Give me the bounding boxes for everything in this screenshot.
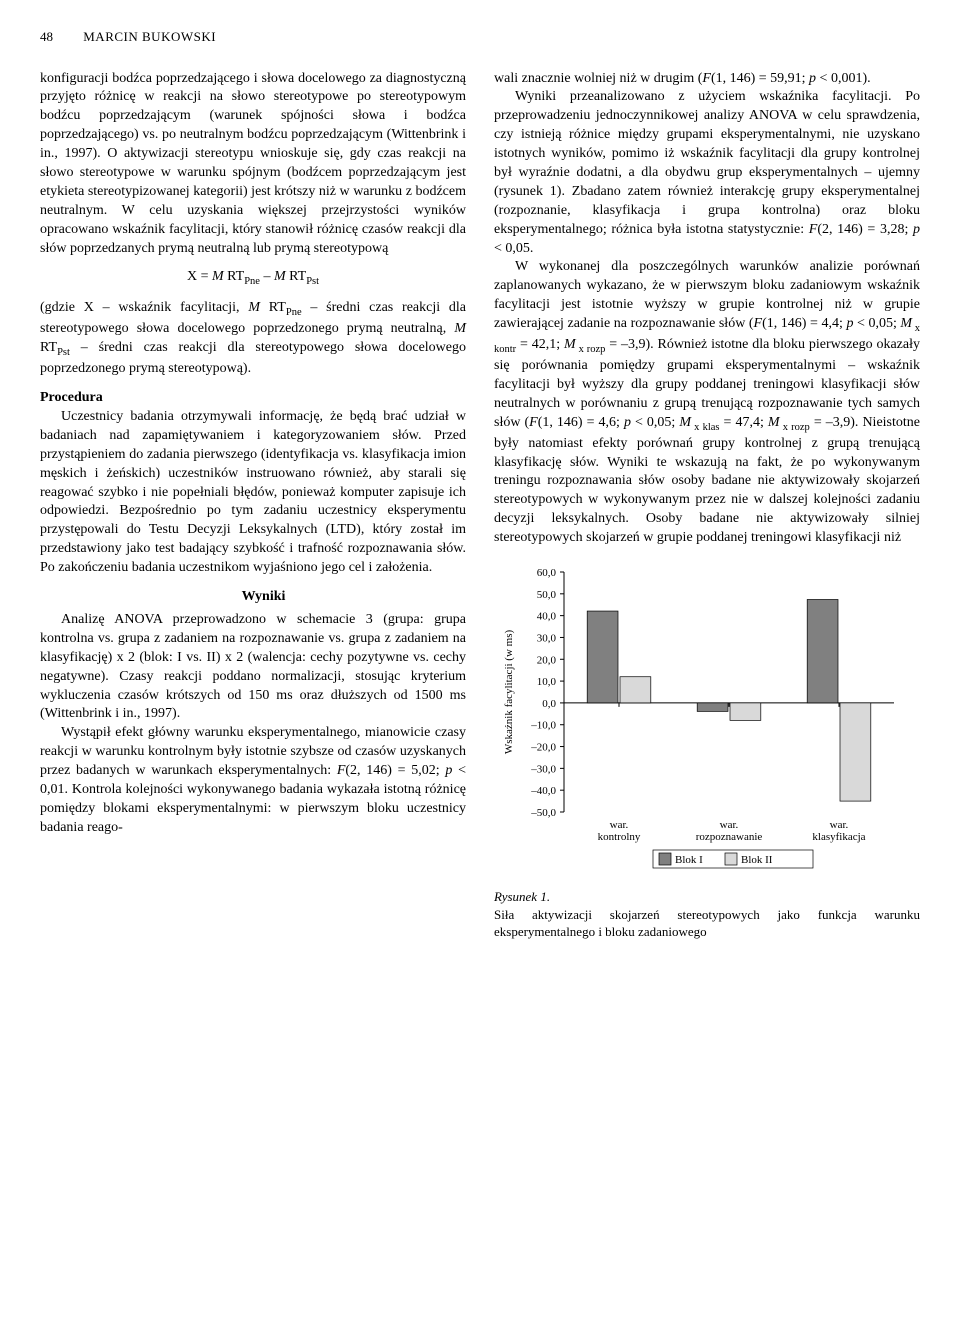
svg-text:rozpoznawanie: rozpoznawanie: [696, 831, 763, 843]
svg-text:war.: war.: [830, 819, 849, 831]
svg-text:Blok II: Blok II: [741, 854, 773, 866]
figure-1: 60,0 50,0 40,0 30,0 20,0 10,0 0,0 –10,0 –20,0 –30…: [494, 562, 920, 941]
left-p3: Uczestnicy badania otrzymywali informacj…: [40, 408, 466, 578]
svg-text:60,0: 60,0: [537, 567, 557, 579]
figure-caption-title: Rysunek 1.: [494, 889, 550, 904]
procedura-heading: Procedura: [40, 389, 466, 408]
svg-text:Wskaźnik facylitacji (w ms): Wskaźnik facylitacji (w ms): [503, 630, 515, 755]
page-number: 48: [40, 28, 80, 46]
svg-text:10,0: 10,0: [537, 676, 557, 688]
left-p2: (gdzie X – wskaźnik facylitacji, M RTPne…: [40, 299, 466, 379]
figure-caption: Rysunek 1. Siła aktywizacji skojarzeń st…: [494, 888, 920, 941]
author-name: MARCIN BUKOWSKI: [83, 29, 216, 44]
svg-text:war.: war.: [610, 819, 629, 831]
svg-text:–20,0: –20,0: [530, 742, 556, 754]
bar-chart: 60,0 50,0 40,0 30,0 20,0 10,0 0,0 –10,0 –20,0 –30…: [494, 562, 904, 882]
left-p4: Analizę ANOVA przeprowadzono w schemacie…: [40, 611, 466, 724]
svg-text:30,0: 30,0: [537, 633, 557, 645]
wyniki-heading: Wyniki: [40, 588, 466, 607]
right-p1: wali znacznie wolniej niż w drugim (F(1,…: [494, 70, 920, 89]
left-column: konfiguracji bodźca poprzedzającego i sł…: [40, 70, 466, 941]
svg-text:20,0: 20,0: [537, 654, 557, 666]
svg-text:Blok I: Blok I: [675, 854, 703, 866]
svg-text:–30,0: –30,0: [530, 763, 556, 775]
svg-text:war.: war.: [720, 819, 739, 831]
svg-text:–10,0: –10,0: [530, 720, 556, 732]
left-p1: konfiguracji bodźca poprzedzającego i sł…: [40, 70, 466, 259]
left-p5: Wystąpił efekt główny warunku eksperymen…: [40, 724, 466, 837]
svg-text:–50,0: –50,0: [530, 807, 556, 819]
page-header: 48 MARCIN BUKOWSKI: [40, 28, 920, 46]
svg-text:kontrolny: kontrolny: [598, 831, 641, 843]
right-p2: Wyniki przeanalizowano z użyciem wskaźni…: [494, 88, 920, 258]
right-column: wali znacznie wolniej niż w drugim (F(1,…: [494, 70, 920, 941]
svg-text:klasyfikacja: klasyfikacja: [812, 831, 865, 843]
svg-text:–40,0: –40,0: [530, 785, 556, 797]
svg-text:40,0: 40,0: [537, 611, 557, 623]
text-columns: konfiguracji bodźca poprzedzającego i sł…: [40, 70, 920, 941]
svg-text:50,0: 50,0: [537, 589, 557, 601]
svg-text:0,0: 0,0: [542, 698, 556, 710]
figure-caption-body: Siła aktywizacji skojarzeń stereotypowyc…: [494, 907, 920, 940]
formula: X = M RTPne – M RTPst: [40, 268, 466, 289]
right-p3: W wykonanej dla poszczególnych warunków …: [494, 258, 920, 548]
